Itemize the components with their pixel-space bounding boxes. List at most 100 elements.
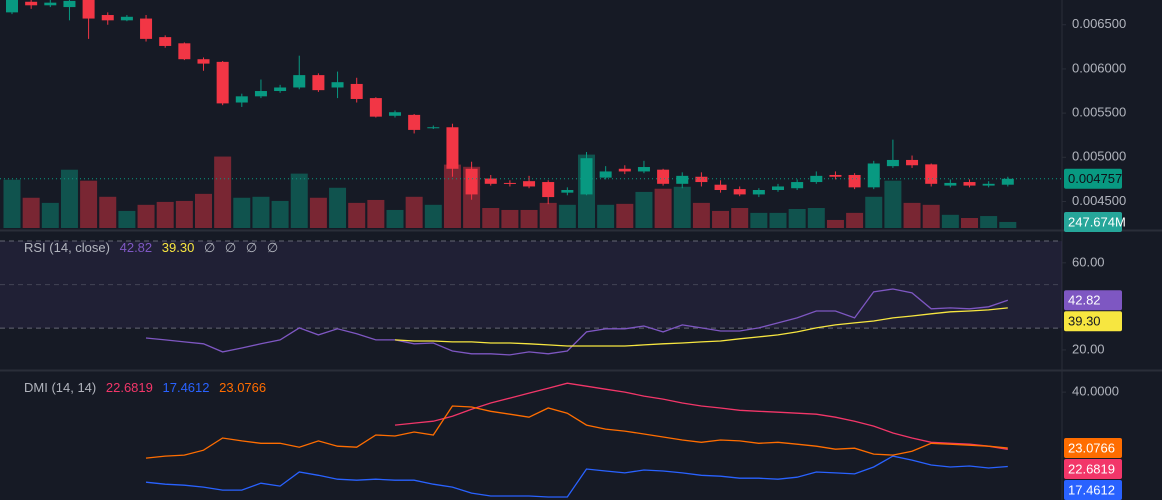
y-tick-label: 60.00 bbox=[1072, 254, 1105, 269]
adx-value: 23.0766 bbox=[219, 380, 267, 395]
volume-bar bbox=[118, 210, 136, 228]
rsi-title: RSI (14, close) bbox=[24, 240, 110, 255]
volume-bar bbox=[750, 212, 768, 228]
candle-body bbox=[867, 163, 880, 188]
candle-body bbox=[159, 37, 172, 46]
candle-body bbox=[944, 182, 957, 186]
indicator-line bbox=[145, 455, 1008, 498]
volume-bar bbox=[903, 202, 921, 228]
y-tick-label: 20.00 bbox=[1072, 341, 1105, 356]
volume-bar bbox=[673, 186, 691, 228]
y-tick-label: 0.005000 bbox=[1072, 149, 1126, 164]
candle-body bbox=[523, 181, 536, 187]
volume-bar bbox=[635, 191, 653, 228]
volume-bar bbox=[788, 208, 806, 228]
volume-bar bbox=[214, 156, 232, 228]
candle-body bbox=[637, 167, 650, 172]
candle-body bbox=[82, 0, 95, 19]
candle-body bbox=[657, 169, 670, 184]
candle-body bbox=[925, 164, 938, 184]
value-badge bbox=[1064, 211, 1122, 232]
volume-bar bbox=[558, 204, 576, 228]
value-badge-label: 23.0766 bbox=[1068, 440, 1115, 455]
volume-bar bbox=[405, 196, 423, 228]
placeholder: ∅ bbox=[245, 240, 258, 255]
volume-bar bbox=[520, 209, 538, 228]
volume-bar bbox=[60, 169, 78, 228]
candle-body bbox=[1001, 178, 1014, 185]
volume-bar bbox=[271, 200, 289, 228]
volume-bar bbox=[597, 204, 615, 228]
candle-body bbox=[369, 98, 382, 117]
candle-body bbox=[446, 127, 459, 169]
candle-body bbox=[408, 114, 421, 130]
dmi-legend: DMI (14, 14) 22.6819 17.4612 23.0766 bbox=[24, 380, 272, 395]
volume-bar bbox=[137, 204, 155, 228]
candle-body bbox=[542, 182, 555, 198]
volume-bar bbox=[252, 196, 270, 228]
candle-body bbox=[906, 159, 919, 166]
value-badge-label: 0.004757 bbox=[1068, 171, 1122, 186]
candle-body bbox=[389, 112, 401, 116]
candle-body bbox=[772, 186, 784, 190]
volume-bar bbox=[482, 208, 500, 228]
volume-bar bbox=[922, 204, 940, 228]
candle-body bbox=[561, 190, 574, 193]
y-tick-label: 0.006500 bbox=[1072, 16, 1126, 31]
volume-bar bbox=[290, 173, 308, 228]
volume-bar bbox=[865, 196, 883, 228]
y-tick-label: 0.004500 bbox=[1072, 193, 1126, 208]
candle-body bbox=[120, 16, 133, 21]
volume-bar bbox=[961, 218, 978, 228]
volume-bar bbox=[309, 197, 327, 228]
volume-bar bbox=[826, 219, 844, 228]
value-badge bbox=[1064, 458, 1122, 479]
y-tick-label: 0.005500 bbox=[1072, 105, 1126, 120]
volume-bar bbox=[731, 208, 749, 228]
candle-body bbox=[140, 18, 153, 39]
candle-body bbox=[714, 184, 727, 190]
value-badge-label: 39.30 bbox=[1068, 314, 1101, 329]
candle-body bbox=[101, 15, 114, 21]
indicator-line bbox=[394, 307, 1008, 347]
rsi-ma-value: 39.30 bbox=[161, 240, 195, 255]
candle-body bbox=[618, 168, 631, 172]
volume-bar bbox=[367, 199, 385, 228]
placeholder: ∅ bbox=[224, 240, 237, 255]
candle-body bbox=[6, 0, 18, 13]
dmi-minus-value: 17.4612 bbox=[162, 380, 210, 395]
candle-body bbox=[312, 75, 325, 91]
candle-body bbox=[178, 43, 191, 60]
candle-body bbox=[235, 96, 248, 103]
rsi-band bbox=[0, 241, 1062, 329]
volume-bar bbox=[980, 216, 998, 228]
value-badge bbox=[1064, 437, 1122, 458]
candle-body bbox=[982, 183, 995, 186]
volume-bar bbox=[175, 200, 193, 228]
candle-body bbox=[44, 2, 57, 6]
volume-bar bbox=[80, 180, 98, 228]
volume-bar bbox=[3, 179, 21, 228]
value-badge-label: 42.82 bbox=[1068, 293, 1101, 308]
volume-bar bbox=[884, 180, 902, 228]
axis-panel bbox=[1062, 0, 1162, 500]
candle-body bbox=[580, 158, 593, 195]
volume-bar bbox=[712, 210, 730, 228]
volume-bar bbox=[156, 201, 174, 228]
indicator-line bbox=[145, 288, 1009, 356]
indicator-line bbox=[145, 405, 1008, 459]
volume-bar bbox=[386, 209, 404, 228]
candle-body bbox=[503, 182, 516, 184]
candle-body bbox=[963, 182, 976, 186]
value-badge-label: 22.6819 bbox=[1068, 461, 1115, 476]
volume-bar bbox=[348, 202, 366, 228]
candle-body bbox=[676, 175, 689, 184]
volume-bar bbox=[941, 214, 959, 228]
dmi-plus-value: 22.6819 bbox=[105, 380, 153, 395]
value-badge bbox=[1064, 311, 1122, 332]
candle-body bbox=[427, 127, 440, 129]
candle-body bbox=[791, 182, 804, 189]
value-badge bbox=[1064, 168, 1122, 189]
rsi-value: 42.82 bbox=[119, 240, 153, 255]
